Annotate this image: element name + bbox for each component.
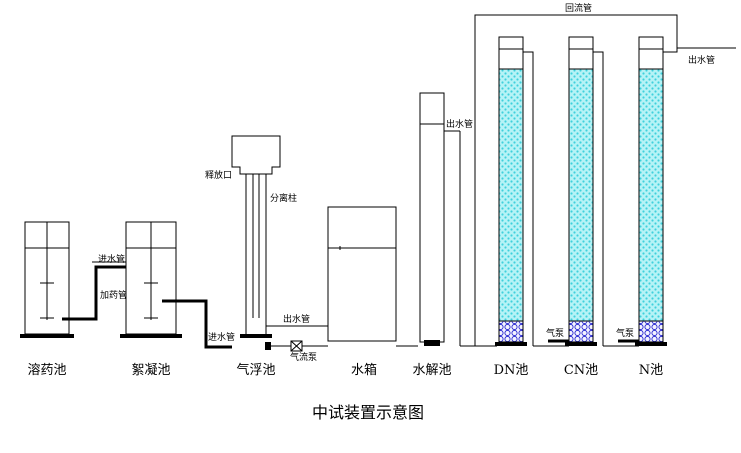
unit-name-dosing: 溶药池 xyxy=(27,363,66,378)
aeration-n-label: 气泵 xyxy=(616,327,634,339)
pump-icon xyxy=(265,342,271,350)
coag-to-flotation-pipe xyxy=(162,299,232,349)
dosing-pipe-line xyxy=(62,265,126,321)
unit-name-hydrolysis: 水解池 xyxy=(412,363,451,378)
n-tank xyxy=(635,36,667,346)
outlet-pipe-flot-label: 出水管 xyxy=(283,313,310,325)
unit-name-n: N池 xyxy=(639,363,663,378)
unit-name-coagulation: 絮凝池 xyxy=(131,362,170,378)
outlet-pipe-hydro-label: 出水管 xyxy=(446,118,473,130)
diagram-caption: 中试装置示意图 xyxy=(312,403,424,422)
cn-tank xyxy=(565,36,597,346)
gas-valve-label: 气流泵 xyxy=(290,351,317,363)
final-outlet-pipe xyxy=(663,47,736,53)
dn-tank xyxy=(495,36,527,346)
inlet-pipe-coag-label: 进水管 xyxy=(98,253,125,265)
inlet-pipe-flot-label: 进水管 xyxy=(208,331,235,343)
coagulation-tank xyxy=(120,221,182,338)
unit-name-dn: DN池 xyxy=(494,363,529,378)
unit-name-flotation: 气浮池 xyxy=(236,362,275,378)
unit-name-cn: CN池 xyxy=(564,363,598,378)
hydrolysis-tank xyxy=(419,92,461,346)
dn-transfer-pipe xyxy=(523,51,534,346)
dosing-tank xyxy=(20,221,74,338)
aeration-cn-label: 气泵 xyxy=(546,327,564,339)
water-tank xyxy=(327,206,397,342)
outlet-pipe-final-label: 出水管 xyxy=(688,54,715,66)
return-pipe-label: 回流管 xyxy=(565,2,592,14)
unit-name-water-tank: 水箱 xyxy=(351,362,377,378)
return-pipe xyxy=(474,14,678,346)
gas-valve-icon xyxy=(290,340,303,352)
separation-column-label: 分离柱 xyxy=(270,192,297,204)
air-flotation-tank xyxy=(231,135,281,338)
release-valve-label: 释放口 xyxy=(205,169,232,181)
dosing-pipe-label: 加药管 xyxy=(100,289,127,301)
cn-transfer-pipe xyxy=(593,51,604,346)
